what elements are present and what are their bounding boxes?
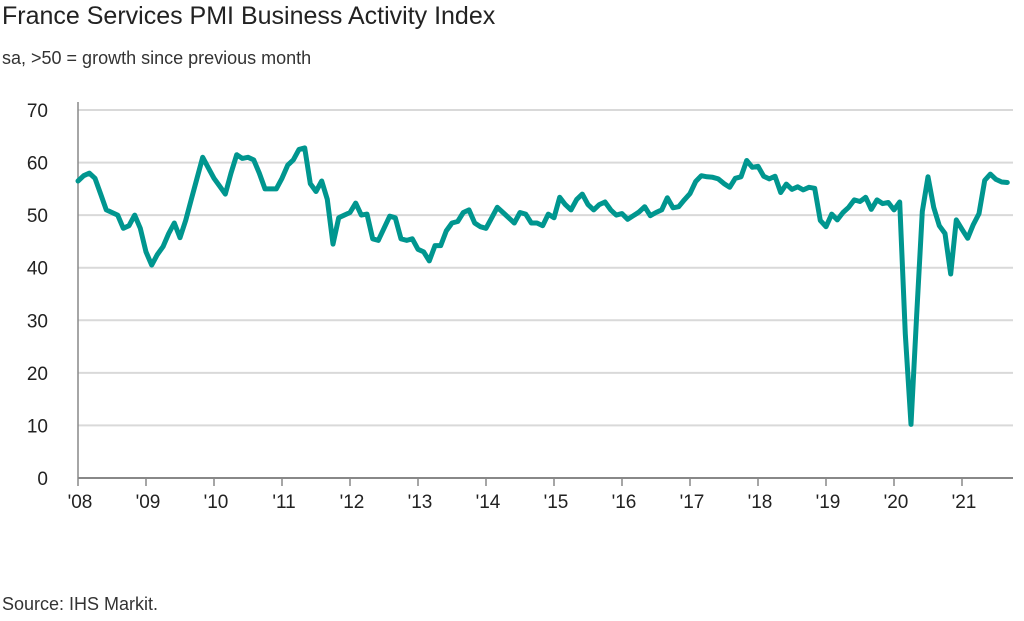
- y-tick-label: 10: [27, 416, 48, 437]
- x-tick-label: '21: [952, 492, 977, 513]
- x-tick-label: '13: [408, 492, 433, 513]
- chart-subtitle: sa, >50 = growth since previous month: [2, 48, 312, 68]
- x-tick-label: '19: [816, 492, 841, 513]
- y-tick-label: 0: [37, 469, 48, 490]
- source-note: Source: IHS Markit.: [2, 594, 159, 614]
- x-tick-label: '15: [544, 492, 569, 513]
- x-tick-label: '16: [612, 492, 637, 513]
- x-tick-label: '12: [340, 492, 365, 513]
- x-tick-label: '14: [476, 492, 501, 513]
- x-tick-label: '10: [204, 492, 229, 513]
- x-tick-label: '09: [136, 492, 161, 513]
- x-tick-label: '11: [272, 492, 295, 513]
- y-tick-label: 20: [27, 364, 48, 385]
- series-line: [75, 145, 1010, 427]
- y-tick-label: 70: [27, 101, 48, 122]
- x-tick-label: '18: [748, 492, 773, 513]
- y-tick-label: 60: [27, 154, 48, 175]
- x-tick-label: '17: [680, 492, 705, 513]
- x-tick-label: '08: [68, 492, 93, 513]
- y-tick-label: 40: [27, 259, 48, 280]
- y-tick-label: 30: [27, 311, 48, 332]
- y-tick-label: 50: [27, 206, 48, 227]
- x-tick-label: '20: [884, 492, 909, 513]
- chart-title: France Services PMI Business Activity In…: [2, 2, 496, 30]
